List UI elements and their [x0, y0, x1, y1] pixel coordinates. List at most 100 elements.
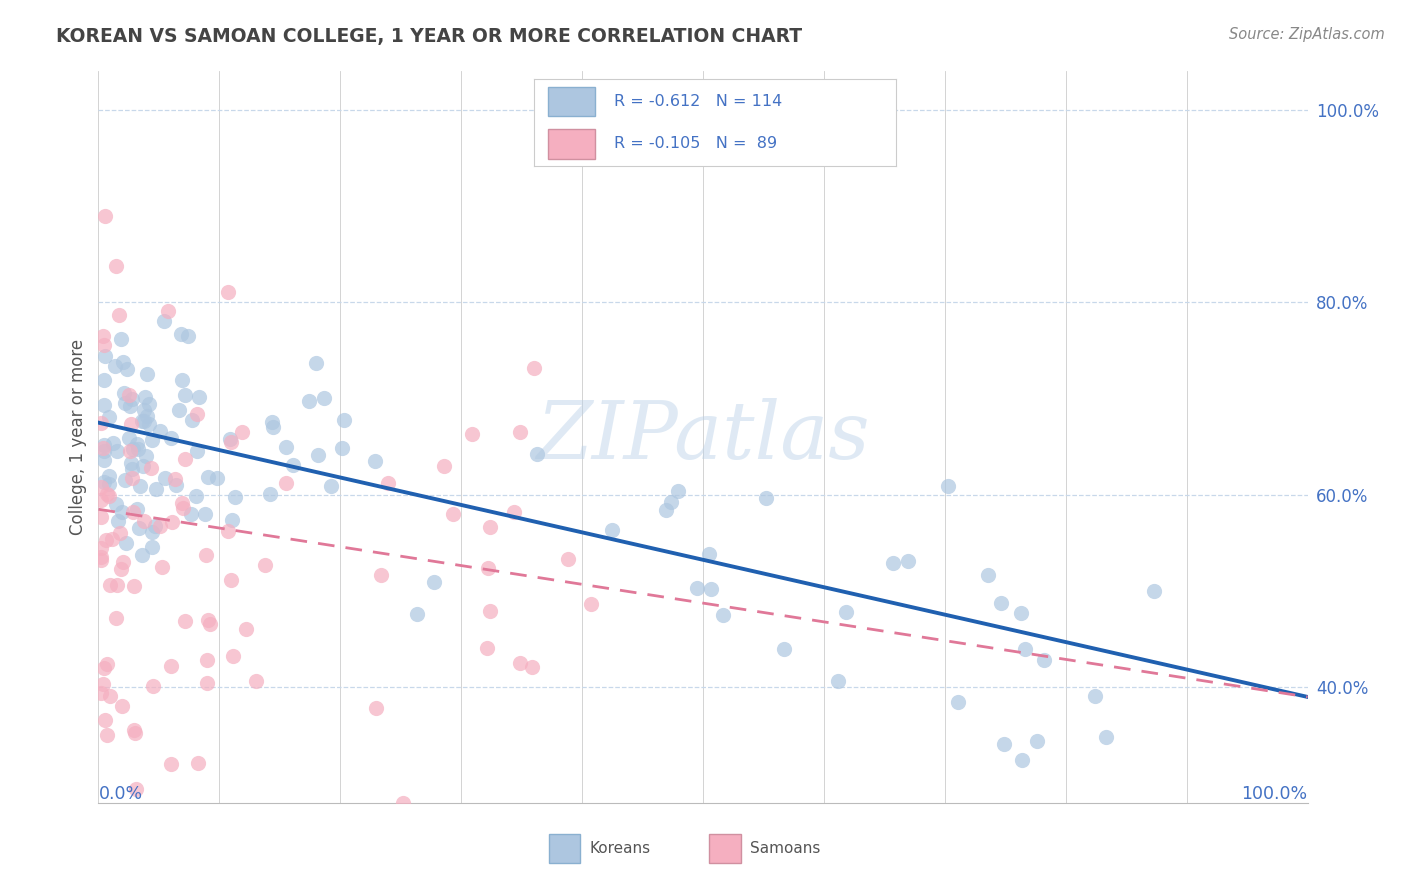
Point	[364, 454, 387, 468]
Point	[118, 431, 141, 445]
Point	[1033, 653, 1056, 667]
Point	[96, 533, 118, 548]
Point	[307, 448, 329, 462]
Point	[160, 431, 183, 445]
Point	[686, 582, 709, 596]
Point	[423, 574, 446, 589]
Point	[114, 396, 136, 410]
Point	[509, 656, 531, 670]
Point	[96, 487, 118, 501]
Point	[186, 443, 208, 458]
Point	[217, 285, 239, 299]
Point	[108, 526, 131, 541]
Point	[276, 440, 298, 454]
Point	[186, 408, 208, 422]
Point	[655, 503, 678, 517]
Point	[1095, 730, 1118, 744]
Point	[127, 442, 149, 457]
Text: KOREAN VS SAMOAN COLLEGE, 1 YEAR OR MORE CORRELATION CHART: KOREAN VS SAMOAN COLLEGE, 1 YEAR OR MORE…	[56, 27, 803, 45]
Point	[149, 518, 172, 533]
Point	[131, 414, 153, 428]
Point	[118, 400, 141, 414]
Point	[180, 507, 202, 521]
Point	[104, 359, 127, 373]
Point	[115, 362, 138, 376]
Point	[93, 398, 115, 412]
Point	[526, 448, 548, 462]
Point	[170, 326, 193, 341]
Text: ZIPatlas: ZIPatlas	[536, 399, 870, 475]
Point	[93, 677, 115, 691]
Point	[112, 386, 135, 401]
Point	[107, 308, 129, 322]
Point	[479, 520, 502, 534]
Point	[93, 475, 115, 490]
Point	[124, 725, 146, 739]
Point	[104, 497, 127, 511]
Point	[157, 304, 180, 318]
Point	[118, 388, 141, 402]
Point	[1011, 754, 1033, 768]
Point	[274, 475, 297, 490]
Point	[97, 468, 120, 483]
Point	[936, 479, 959, 493]
Point	[141, 460, 163, 475]
Point	[127, 436, 149, 450]
Point	[160, 659, 183, 673]
Point	[97, 409, 120, 424]
Point	[114, 473, 136, 487]
Y-axis label: College, 1 year or more: College, 1 year or more	[69, 339, 87, 535]
Point	[98, 476, 121, 491]
Point	[101, 436, 124, 450]
Point	[990, 596, 1012, 610]
Point	[104, 259, 127, 273]
Point	[205, 471, 228, 485]
Point	[121, 462, 143, 476]
Point	[366, 700, 388, 714]
Point	[110, 562, 132, 576]
Point	[946, 695, 969, 709]
Point	[134, 390, 156, 404]
Point	[460, 426, 482, 441]
Point	[198, 617, 221, 632]
Point	[107, 444, 129, 458]
Point	[477, 641, 499, 656]
Point	[977, 568, 1000, 582]
Point	[1014, 642, 1036, 657]
Point	[217, 524, 239, 538]
Point	[479, 604, 502, 618]
Point	[219, 433, 242, 447]
Point	[321, 479, 343, 493]
Point	[111, 555, 134, 569]
Point	[138, 397, 160, 411]
Point	[666, 483, 689, 498]
Point	[152, 314, 174, 328]
Point	[132, 458, 155, 473]
Point	[93, 337, 115, 351]
Point	[314, 392, 336, 406]
Point	[121, 456, 143, 470]
Point	[433, 458, 456, 473]
Point	[177, 328, 200, 343]
Point	[91, 441, 114, 455]
Point	[90, 552, 112, 566]
Point	[98, 578, 121, 592]
Point	[235, 622, 257, 636]
Point	[330, 441, 353, 455]
Point	[121, 392, 143, 407]
Point	[370, 567, 392, 582]
Point	[219, 434, 242, 449]
Point	[509, 425, 531, 440]
Point	[405, 607, 427, 622]
Point	[259, 487, 281, 501]
Point	[197, 470, 219, 484]
Point	[882, 556, 904, 570]
Point	[827, 673, 849, 688]
Point	[187, 756, 209, 771]
Point	[112, 355, 135, 369]
Point	[392, 796, 415, 810]
Point	[134, 403, 156, 417]
Point	[90, 541, 112, 555]
Point	[100, 532, 122, 546]
Point	[129, 479, 152, 493]
